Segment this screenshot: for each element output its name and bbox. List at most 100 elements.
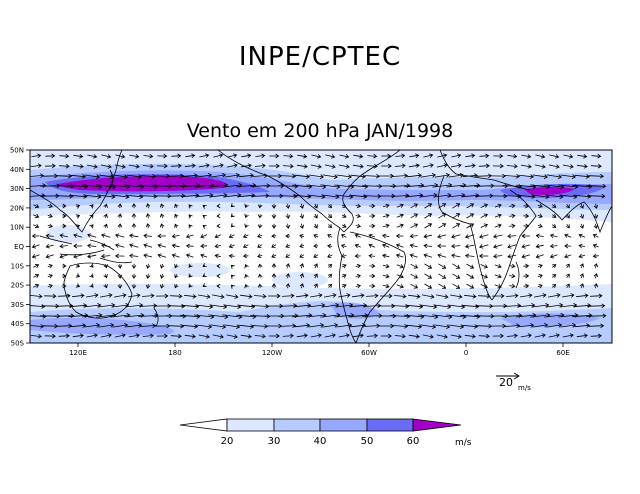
- wind-vector-arrow: [75, 283, 81, 288]
- wind-vector-arrow: [285, 213, 291, 219]
- wind-vector-arrow: [285, 273, 291, 279]
- wind-vector-arrow: [184, 334, 196, 339]
- wind-vector-arrow: [299, 273, 305, 279]
- wind-vector-arrow: [549, 243, 558, 249]
- wind-vector-arrow: [490, 323, 507, 329]
- wind-vector-arrow: [47, 203, 53, 209]
- wind-vector-arrow: [47, 223, 53, 229]
- wind-vector-arrow: [532, 174, 549, 179]
- wind-vector-arrow: [560, 323, 577, 328]
- wind-vector-arrow: [369, 273, 376, 279]
- wind-vector-arrow: [352, 333, 364, 338]
- wind-vector-arrow: [188, 273, 193, 278]
- wind-vector-arrow: [214, 243, 221, 249]
- wind-vector-arrow: [366, 163, 378, 169]
- wind-vector-arrow: [170, 293, 183, 299]
- wind-vector-arrow: [31, 254, 40, 259]
- wind-vector-arrow: [182, 173, 199, 178]
- wind-vector-arrow: [70, 323, 87, 328]
- wind-vector-arrow: [103, 203, 108, 208]
- wind-vector-arrow: [240, 294, 253, 299]
- wind-vector-arrow: [409, 243, 418, 248]
- wind-vector-arrow: [562, 293, 575, 298]
- wind-vector-arrow: [521, 233, 530, 239]
- wind-vector-arrow: [410, 223, 419, 229]
- wind-vector-arrow: [535, 243, 544, 249]
- wind-vector-arrow: [282, 333, 294, 339]
- wind-vector-arrow: [174, 264, 179, 269]
- wind-vector-arrow: [199, 153, 210, 158]
- wind-vector-arrow: [369, 223, 376, 229]
- wind-vector-arrow: [33, 283, 40, 289]
- wind-vector-arrow: [299, 253, 305, 258]
- wind-vector-arrow: [466, 283, 475, 289]
- wind-vector-arrow: [210, 173, 227, 178]
- wind-vector-arrow: [129, 243, 139, 248]
- wind-vector-arrow: [548, 333, 560, 338]
- wind-vector-arrow: [461, 304, 480, 309]
- wind-vector-arrow: [101, 233, 111, 238]
- wind-vector-arrow: [390, 313, 411, 319]
- wind-vector-arrow: [562, 333, 574, 338]
- wind-vector-arrow: [574, 174, 591, 179]
- wind-vector-arrow: [504, 173, 521, 179]
- wind-vector-arrow: [504, 323, 521, 329]
- wind-vector-arrow: [548, 293, 561, 298]
- wind-vector-arrow: [336, 174, 353, 179]
- coast-north-america-east: [342, 150, 401, 233]
- wind-vector-arrow: [395, 253, 404, 258]
- wind-vector-arrow: [188, 263, 193, 268]
- wind-vector-arrow: [168, 173, 185, 179]
- wind-vector-arrow: [368, 233, 376, 239]
- colorbar-segment-20-30: [226, 418, 275, 432]
- wind-vector-arrow: [509, 283, 516, 289]
- wind-vector-arrow: [549, 254, 558, 259]
- wind-vector-arrow: [341, 264, 347, 269]
- wind-vector-arrow: [216, 283, 221, 289]
- wind-vector-arrow: [86, 293, 99, 298]
- wind-vector-arrow: [396, 223, 404, 228]
- coast-new-zealand: [153, 307, 159, 327]
- wind-vector-arrow: [532, 323, 549, 328]
- wind-vector-arrow: [593, 273, 599, 279]
- wind-vector-arrow: [552, 213, 557, 218]
- wind-vector-arrow: [97, 194, 116, 200]
- wind-vector-arrow: [395, 243, 404, 248]
- wind-vector-arrow: [174, 274, 179, 279]
- wind-vector-arrow: [157, 243, 167, 248]
- wind-vector-arrow: [340, 243, 347, 249]
- wind-vector-arrow: [327, 253, 333, 258]
- wind-vector-arrow: [216, 203, 221, 209]
- wind-vector-arrow: [461, 193, 480, 198]
- wind-vector-arrow: [278, 183, 299, 189]
- wind-vector-arrow: [311, 154, 322, 159]
- wind-vector-arrow: [167, 193, 186, 199]
- wind-vector-arrow: [75, 204, 81, 209]
- wind-vector-arrow: [257, 273, 263, 278]
- wind-vector-arrow: [188, 214, 193, 219]
- wind-vector-arrow: [408, 334, 420, 339]
- wind-vector-arrow: [408, 294, 421, 299]
- wind-vector-arrow: [490, 173, 507, 179]
- wind-vector-arrow: [338, 164, 350, 169]
- wind-vector-arrow: [212, 334, 224, 339]
- wind-vector-arrow: [117, 213, 123, 219]
- wind-vector-arrow: [33, 273, 40, 279]
- wind-vector-arrow: [184, 294, 197, 299]
- wind-vector-arrow: [202, 283, 207, 287]
- wind-vector-arrow: [114, 253, 125, 259]
- wind-vector-arrow: [423, 233, 432, 239]
- wind-vector-arrow: [423, 243, 432, 249]
- wind-vector-arrow: [299, 263, 305, 269]
- lat-label-40n: 40N: [10, 166, 24, 174]
- wind-vector-arrow: [382, 233, 390, 239]
- wind-vector-arrow: [202, 215, 207, 219]
- wind-vector-arrow: [537, 264, 543, 269]
- wind-vector-arrow: [238, 324, 255, 329]
- wind-vector-arrow: [128, 333, 140, 338]
- plot-title: Vento em 200 hPa JAN/1998: [186, 120, 454, 142]
- wind-vector-arrow: [62, 283, 67, 289]
- colorbar-segment-below-20: [179, 418, 228, 432]
- wind-vector-arrow: [327, 204, 332, 209]
- wind-vector-arrow: [131, 203, 137, 209]
